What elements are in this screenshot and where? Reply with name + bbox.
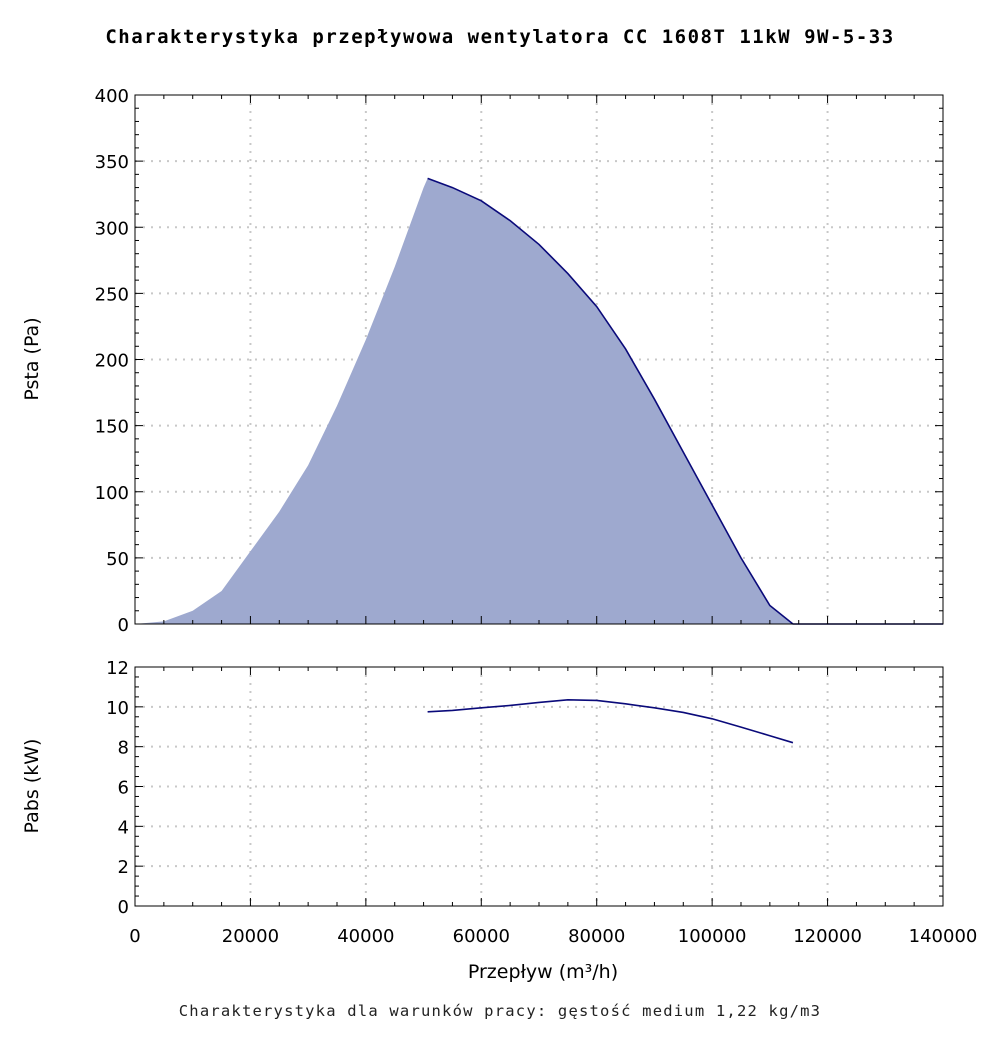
y-tick-label: 350: [95, 152, 129, 173]
y-tick-label: 150: [95, 417, 129, 438]
power-curve-line: [427, 699, 794, 744]
y-tick-label: 4: [118, 817, 129, 838]
y-tick-label: 400: [95, 86, 129, 107]
x-tick-label: 60000: [453, 926, 510, 947]
x-tick-label: 20000: [222, 926, 279, 947]
y-tick-label: 200: [95, 351, 129, 372]
pressure-curve-line: [427, 177, 943, 625]
x-tick-label: 120000: [793, 926, 862, 947]
operating-conditions-note: Charakterystyka dla warunków pracy: gęst…: [178, 1002, 822, 1020]
power-axis-label: Pabs (kW): [21, 739, 43, 834]
y-tick-label: 8: [118, 738, 129, 759]
y-tick-label: 6: [118, 778, 129, 799]
y-tick-label: 100: [95, 483, 129, 504]
x-tick-label: 140000: [909, 926, 978, 947]
power-grid: [135, 667, 943, 906]
x-tick-label: 40000: [337, 926, 394, 947]
y-tick-label: 0: [118, 897, 129, 918]
flow-axis-label: Przepływ (m³/h): [468, 961, 618, 983]
y-tick-label: 0: [118, 615, 129, 636]
chart-title: Charakterystyka przepływowa wentylatora …: [105, 26, 895, 48]
y-tick-label: 250: [95, 284, 129, 305]
x-tick-label: 100000: [678, 926, 747, 947]
pressure-axis-label: Psta (Pa): [21, 317, 43, 400]
y-tick-label: 2: [118, 857, 129, 878]
y-tick-label: 12: [106, 658, 129, 679]
x-tick-label: 0: [129, 926, 140, 947]
x-tick-label: 80000: [568, 926, 625, 947]
y-tick-label: 50: [106, 549, 129, 570]
pressure-axis-ticks: 0 50 100 150 200 250 300 350 400: [95, 86, 944, 636]
y-tick-label: 300: [95, 218, 129, 239]
power-axis-ticks: 0 2 4 6 8 10 12 0 20000 40000 60000 80000 100000 1200…: [106, 658, 977, 947]
operating-area-fill: [135, 178, 793, 624]
y-tick-label: 10: [106, 698, 129, 719]
